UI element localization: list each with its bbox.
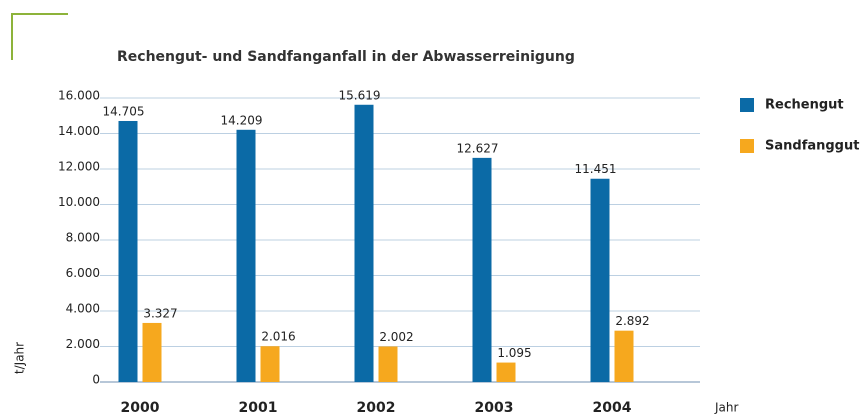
value-label: 1.095 (497, 346, 531, 360)
y-tick-label: 4.000 (66, 302, 100, 316)
bar (496, 362, 516, 382)
y-tick-label: 16.000 (58, 89, 100, 103)
bar (260, 346, 280, 382)
x-axis-label: Jahr (714, 401, 738, 415)
x-tick-label: 2002 (357, 400, 396, 416)
bar (236, 129, 256, 382)
x-tick-label: 2001 (239, 400, 278, 416)
bar (614, 330, 634, 382)
bar (118, 120, 138, 382)
x-tick-label: 2000 (121, 400, 160, 416)
value-label: 11.451 (575, 162, 617, 176)
chart-title: Rechengut- und Sandfanganfall in der Abw… (117, 49, 575, 65)
bar (142, 322, 162, 382)
y-tick-label: 6.000 (66, 266, 100, 280)
x-tick-label: 2004 (593, 400, 632, 416)
bar (472, 157, 492, 382)
x-tick-label: 2003 (475, 400, 514, 416)
value-label: 2.016 (261, 330, 295, 344)
corner-decoration (11, 13, 68, 60)
y-tick-label: 10.000 (58, 195, 100, 209)
y-tick-label: 14.000 (58, 124, 100, 138)
bar (354, 104, 374, 382)
bar (590, 178, 610, 382)
value-label: 2.892 (615, 314, 649, 328)
legend-label: Rechengut (765, 98, 844, 113)
value-label: 3.327 (143, 306, 177, 320)
bar (378, 346, 398, 382)
y-tick-label: 2.000 (66, 337, 100, 351)
value-label: 14.209 (221, 113, 263, 127)
y-axis-label: t/Jahr (13, 342, 27, 374)
y-tick-label: 0 (92, 373, 100, 387)
legend-swatch (740, 98, 754, 112)
y-tick-label: 8.000 (66, 231, 100, 245)
legend-label: Sandfanggut (765, 139, 859, 154)
value-label: 2.002 (379, 330, 413, 344)
legend-swatch (740, 139, 754, 153)
y-tick-label: 12.000 (58, 160, 100, 174)
value-label: 14.705 (103, 104, 145, 118)
value-label: 15.619 (339, 88, 381, 102)
value-label: 12.627 (457, 141, 499, 155)
